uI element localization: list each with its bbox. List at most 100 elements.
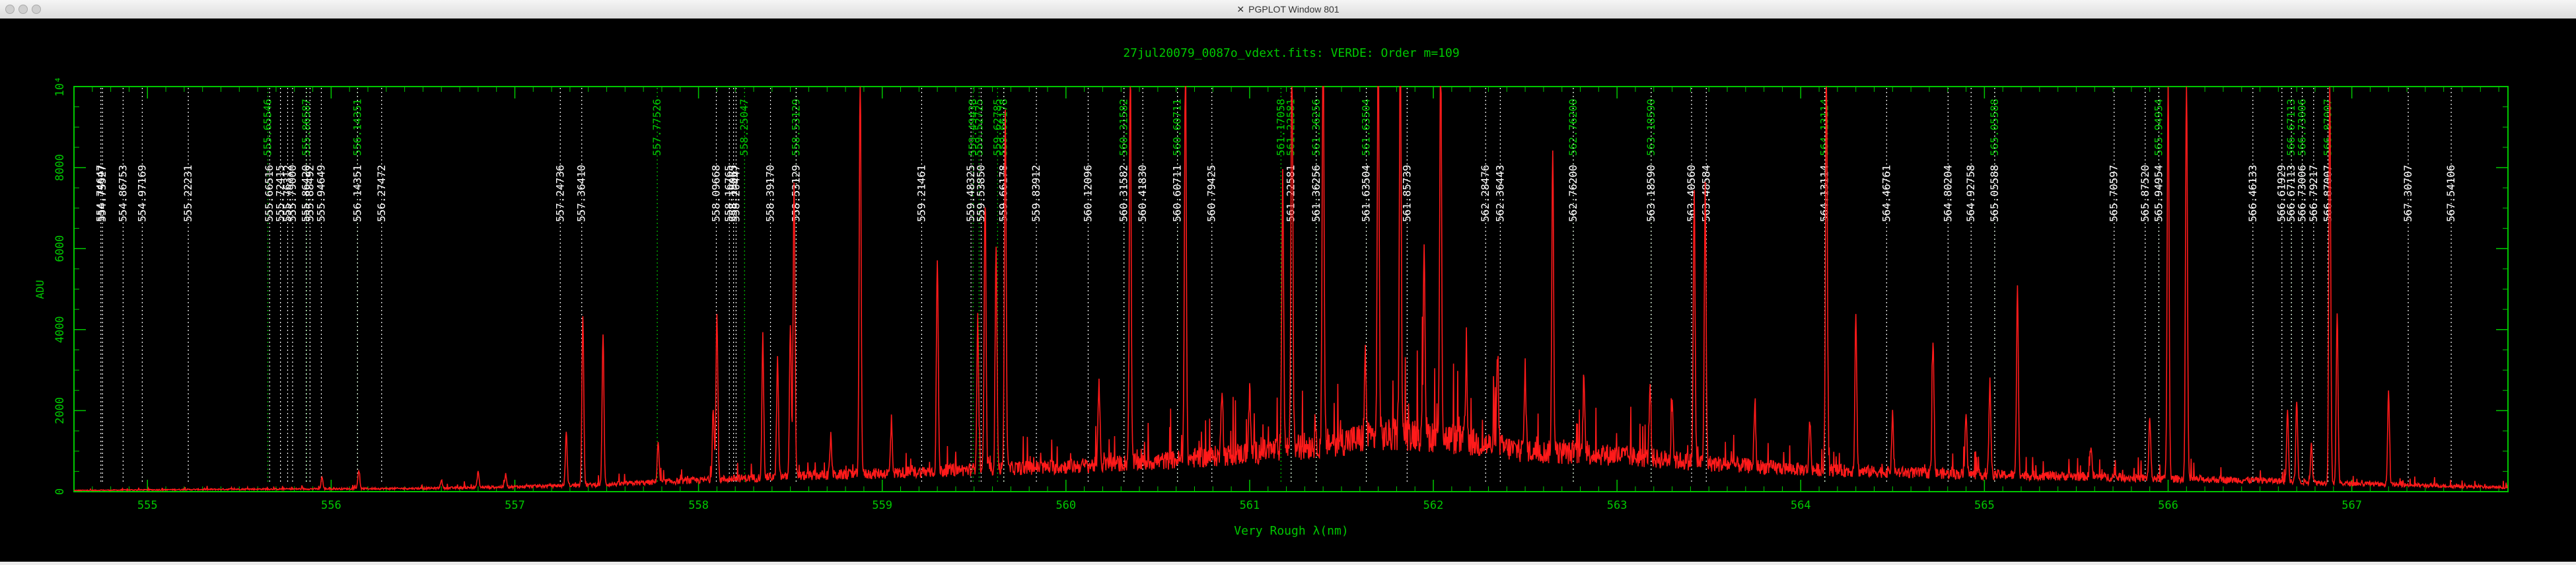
line-id-label: 563.40560 bbox=[1685, 165, 1698, 222]
close-button[interactable] bbox=[5, 5, 15, 14]
line-id-label: 557.77526 bbox=[651, 98, 663, 156]
y-tick-label: 0 bbox=[54, 488, 67, 495]
line-id-label: 566.73006 bbox=[2296, 98, 2308, 156]
y-tick-label: 10⁴ bbox=[54, 77, 67, 97]
y-tick-label: 6000 bbox=[54, 235, 67, 262]
x-tick-label: 556 bbox=[321, 499, 341, 512]
line-id-label: 555.88492 bbox=[303, 165, 316, 222]
line-id-label: 561.63504 bbox=[1360, 165, 1373, 222]
line-id-label: 563.18590 bbox=[1645, 98, 1657, 156]
line-id-label: 561.17058 bbox=[1274, 98, 1287, 156]
line-id-label: 562.36443 bbox=[1493, 165, 1506, 222]
line-id-label: 566.67113 bbox=[2285, 165, 2297, 222]
window-title-wrap: ✕ PGPLOT Window 801 bbox=[0, 0, 2576, 19]
x-tick-label: 563 bbox=[1607, 499, 1628, 512]
line-id-label: 555.86420 bbox=[300, 165, 312, 222]
line-id-label: 559.48325 bbox=[964, 165, 977, 222]
plot-canvas: 27jul20079_0087o_vdext.fits: VERDE: Orde… bbox=[0, 19, 2576, 562]
line-id-label: 566.46133 bbox=[2246, 165, 2259, 222]
line-id-label: 565.94954 bbox=[2152, 165, 2165, 222]
line-id-label: 559.49438 bbox=[966, 98, 979, 156]
line-id-label: 555.66516 bbox=[263, 165, 275, 222]
x-tick-label: 555 bbox=[137, 499, 158, 512]
line-id-label: 562.28476 bbox=[1479, 165, 1491, 222]
x-tick-label: 558 bbox=[688, 499, 709, 512]
spectrum-line bbox=[74, 86, 2509, 492]
line-id-label: 560.41830 bbox=[1136, 165, 1149, 222]
minimize-button[interactable] bbox=[18, 5, 28, 14]
chart-title: 27jul20079_0087o_vdext.fits: VERDE: Orde… bbox=[1123, 46, 1459, 60]
line-id-label: 566.87007 bbox=[2321, 165, 2334, 222]
zoom-button[interactable] bbox=[32, 5, 41, 14]
y-tick-label: 8000 bbox=[54, 154, 67, 181]
window-title: PGPLOT Window 801 bbox=[1248, 4, 1340, 15]
line-id-label: 561.36256 bbox=[1310, 165, 1322, 222]
line-id-label: 559.21461 bbox=[915, 165, 927, 222]
line-id-label: 560.31582 bbox=[1118, 98, 1130, 156]
line-id-label: 555.65546 bbox=[262, 98, 274, 156]
line-id-label: 561.85739 bbox=[1400, 165, 1413, 222]
y-axis-label: ADU bbox=[34, 280, 46, 299]
line-id-label: 565.87520 bbox=[2139, 165, 2151, 222]
line-id-label: 567.54106 bbox=[2445, 165, 2457, 222]
x-tick-label: 561 bbox=[1240, 499, 1260, 512]
spectrum-plot: 27jul20079_0087o_vdext.fits: VERDE: Orde… bbox=[34, 46, 2509, 538]
line-id-label: 565.70597 bbox=[2108, 165, 2120, 222]
line-id-label: 555.72415 bbox=[274, 165, 287, 222]
line-id-label: 564.92758 bbox=[1964, 165, 1977, 222]
x-axis-label: Very Rough λ(nm) bbox=[1234, 524, 1348, 538]
x-tick-label: 560 bbox=[1055, 499, 1076, 512]
x-tick-label: 557 bbox=[505, 499, 525, 512]
title-bar[interactable]: ✕ PGPLOT Window 801 bbox=[0, 0, 2576, 19]
line-id-label: 554.97169 bbox=[135, 165, 148, 222]
line-id-label: 555.22231 bbox=[182, 165, 194, 222]
line-id-label: 555.94649 bbox=[314, 165, 327, 222]
line-id-label: 560.60711 bbox=[1171, 98, 1184, 156]
line-id-label: 554.75527 bbox=[96, 165, 108, 222]
line-id-label: 556.14351 bbox=[351, 98, 363, 156]
y-tick-label: 2000 bbox=[54, 397, 67, 424]
line-id-label: 559.53850 bbox=[974, 165, 987, 222]
line-id-label: 567.30707 bbox=[2402, 165, 2414, 222]
line-id-label: 564.13114 bbox=[1818, 98, 1831, 156]
y-tick-label: 4000 bbox=[54, 316, 67, 343]
line-id-label: 565.94954 bbox=[2152, 98, 2165, 156]
axis-ticks: 555 556 557 558 559 560 561 562 563 564 565 566 567 0… bbox=[54, 77, 2508, 512]
line-id-label: 558.39170 bbox=[764, 165, 777, 222]
x-tick-label: 564 bbox=[1791, 499, 1811, 512]
line-id-label: 560.79425 bbox=[1205, 165, 1218, 222]
line-id-label: 555.79000 bbox=[286, 165, 299, 222]
line-id-label: 559.62785 bbox=[991, 98, 1003, 156]
line-id-label: 555.76312 bbox=[281, 165, 293, 222]
x-tick-label: 559 bbox=[872, 499, 892, 512]
line-id-label: 566.87007 bbox=[2321, 98, 2334, 156]
line-id-label: 564.13114 bbox=[1818, 165, 1831, 222]
line-id-label: 566.67113 bbox=[2285, 98, 2297, 156]
line-id-label: 554.74647 bbox=[94, 165, 107, 222]
line-id-label: 560.12096 bbox=[1081, 165, 1094, 222]
line-id-label: 562.76200 bbox=[1567, 98, 1579, 156]
line-id-label: 558.53129 bbox=[789, 98, 802, 156]
line-id-label: 565.05588 bbox=[1988, 165, 2001, 222]
line-id-label: 562.76200 bbox=[1567, 165, 1579, 222]
line-id-label: 561.36256 bbox=[1310, 98, 1322, 156]
line-id-label: 558.20447 bbox=[729, 165, 742, 222]
line-id-label: 561.63504 bbox=[1360, 98, 1373, 156]
line-id-label: 566.79217 bbox=[2307, 165, 2320, 222]
line-id-label: 559.52725 bbox=[972, 98, 985, 156]
line-id-label: 559.66178 bbox=[997, 98, 1010, 156]
line-id-label: 559.66178 bbox=[997, 165, 1010, 222]
line-id-label: 560.31582 bbox=[1118, 165, 1130, 222]
line-id-label: 566.73006 bbox=[2296, 165, 2308, 222]
x-tick-label: 567 bbox=[2342, 499, 2362, 512]
line-id-label: 563.18590 bbox=[1645, 165, 1657, 222]
x11-icon: ✕ bbox=[1236, 5, 1245, 15]
line-id-label: 555.86587 bbox=[300, 98, 312, 156]
line-id-label: 558.53129 bbox=[789, 165, 802, 222]
line-id-label: 556.14351 bbox=[351, 165, 363, 222]
line-id-label: 566.61929 bbox=[2275, 165, 2288, 222]
x-tick-label: 565 bbox=[1974, 499, 1995, 512]
x-tick-label: 566 bbox=[2158, 499, 2178, 512]
line-id-label: 558.09668 bbox=[709, 165, 722, 222]
